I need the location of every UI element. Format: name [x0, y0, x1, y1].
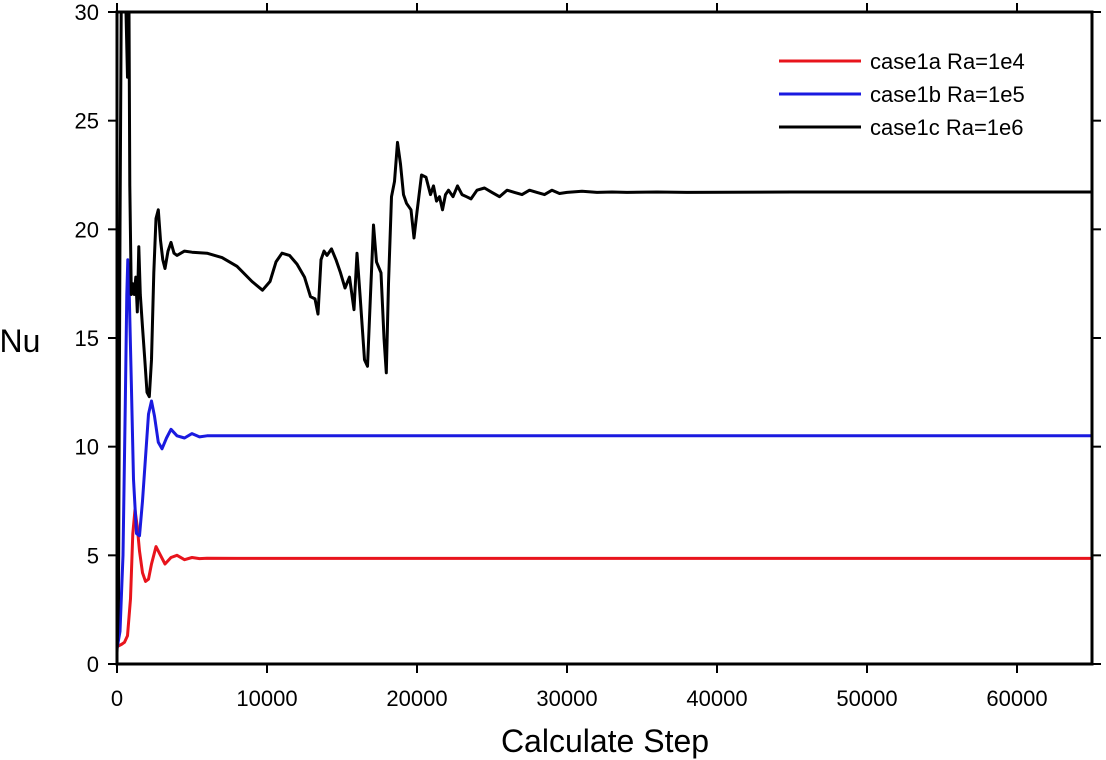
x-tick-label: 50000: [836, 686, 897, 711]
x-tick-label: 10000: [236, 686, 297, 711]
series-line-1: [117, 508, 1092, 648]
y-tick-label: 20: [75, 217, 99, 242]
y-axis-title: Nu: [0, 323, 40, 359]
y-tick-label: 5: [87, 543, 99, 568]
legend: case1a Ra=1e4 case1b Ra=1e5 case1c Ra=1e6: [779, 49, 1025, 140]
y-tick-label: 15: [75, 326, 99, 351]
y-tick-label: 0: [87, 652, 99, 677]
axis-ticks: 0 10000 20000 30000 40000 50000 60000 0 5 10 15 20 2…: [75, 0, 1101, 711]
legend-label: case1b Ra=1e5: [870, 82, 1025, 107]
y-tick-label: 25: [75, 109, 99, 134]
series-line-2: [117, 258, 1092, 650]
series-layer: [117, 12, 1092, 654]
x-tick-label: 0: [111, 686, 123, 711]
series-line-3: [117, 12, 1092, 654]
legend-label: case1a Ra=1e4: [870, 49, 1025, 74]
y-tick-label: 10: [75, 435, 99, 460]
x-tick-label: 60000: [986, 686, 1047, 711]
x-tick-label: 20000: [386, 686, 447, 711]
y-tick-label: 30: [75, 0, 99, 25]
x-tick-label: 40000: [686, 686, 747, 711]
legend-label: case1c Ra=1e6: [870, 115, 1024, 140]
x-axis-title: Calculate Step: [501, 723, 709, 759]
x-tick-label: 30000: [536, 686, 597, 711]
